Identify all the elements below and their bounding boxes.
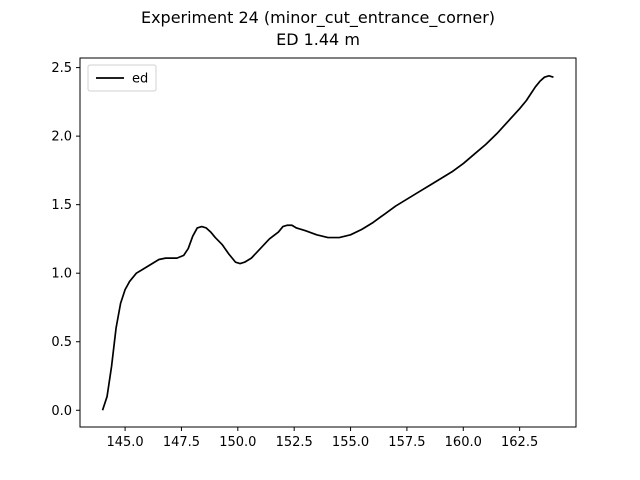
series-line-ed <box>101 74 554 411</box>
y-tick-label: 1.5 <box>51 198 72 213</box>
y-tick-label: 0.0 <box>51 404 72 419</box>
x-tick-label: 152.5 <box>276 435 313 450</box>
y-tick-label: 2.0 <box>51 130 72 145</box>
x-tick-label: 155.0 <box>332 435 369 450</box>
legend-label: ed <box>132 72 148 87</box>
y-tick-label: 0.5 <box>51 335 72 350</box>
x-tick-label: 157.5 <box>388 435 425 450</box>
x-tick-label: 160.0 <box>445 435 482 450</box>
chart-title: Experiment 24 (minor_cut_entrance_corner… <box>141 8 495 28</box>
axes: 145.0 147.5 150.0 152.5 155.0 157.5 160.0 162.5… <box>51 57 577 450</box>
x-tick-label: 147.5 <box>163 435 200 450</box>
y-tick-label: 2.5 <box>51 61 72 76</box>
legend: ed <box>87 64 157 92</box>
x-tick-label: 145.0 <box>106 435 143 450</box>
axes-frame <box>79 57 577 428</box>
plot-area <box>101 74 554 411</box>
x-tick-label: 150.0 <box>219 435 256 450</box>
x-tick-label: 162.5 <box>501 435 538 450</box>
chart-subtitle: ED 1.44 m <box>276 30 360 49</box>
y-tick-label: 1.0 <box>51 267 72 282</box>
